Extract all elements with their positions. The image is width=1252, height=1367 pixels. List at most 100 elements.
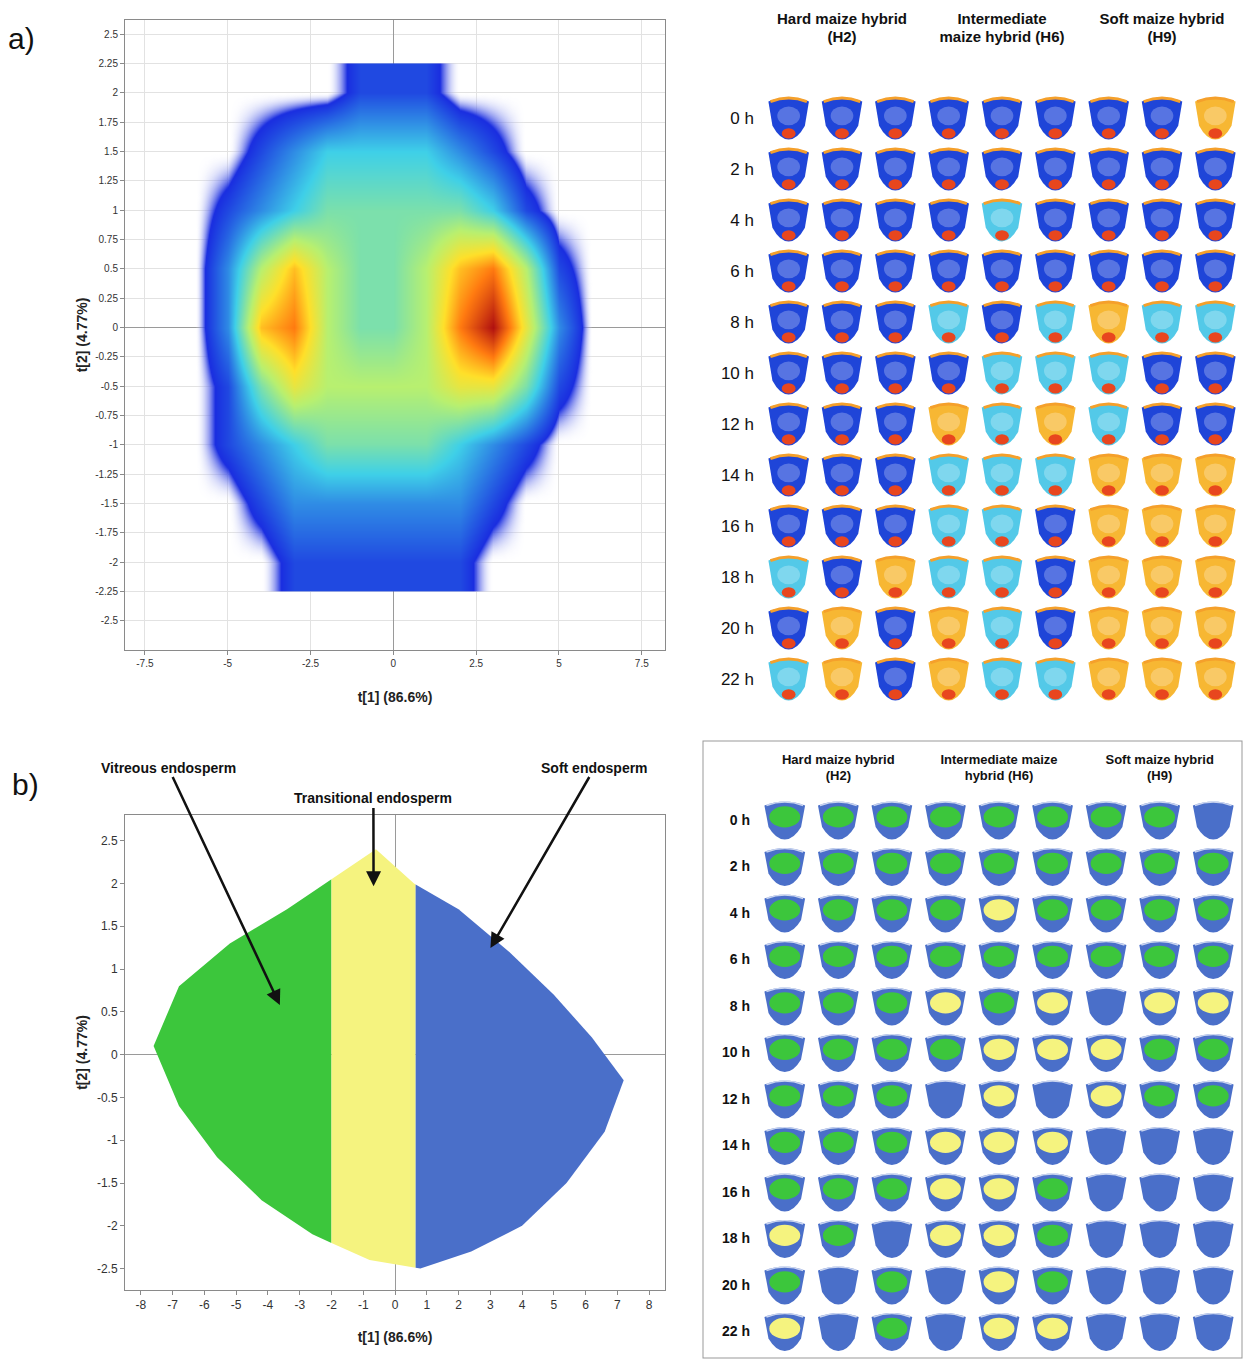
svg-text:0: 0 <box>112 322 118 333</box>
svg-text:1.5: 1.5 <box>104 146 118 157</box>
svg-text:0.5: 0.5 <box>101 1005 118 1019</box>
svg-text:-1: -1 <box>109 439 118 450</box>
svg-text:1.5: 1.5 <box>101 919 118 933</box>
svg-text:12 h: 12 h <box>722 1091 750 1107</box>
svg-text:-2.5: -2.5 <box>97 1262 118 1276</box>
svg-text:0: 0 <box>392 1298 399 1312</box>
svg-text:-3: -3 <box>294 1298 305 1312</box>
svg-text:7: 7 <box>614 1298 621 1312</box>
svg-text:4 h: 4 h <box>730 905 750 921</box>
svg-text:-2.5: -2.5 <box>101 615 119 626</box>
svg-text:-2.25: -2.25 <box>95 586 118 597</box>
svg-text:18 h: 18 h <box>722 1230 750 1246</box>
svg-text:2.5: 2.5 <box>469 658 483 669</box>
svg-text:20 h: 20 h <box>721 619 754 638</box>
svg-text:6 h: 6 h <box>730 951 750 967</box>
svg-text:8 h: 8 h <box>730 998 750 1014</box>
svg-text:0 h: 0 h <box>730 109 754 128</box>
svg-text:6: 6 <box>582 1298 589 1312</box>
svg-text:5: 5 <box>556 658 562 669</box>
svg-text:-0.5: -0.5 <box>97 1091 118 1105</box>
svg-text:-1: -1 <box>358 1298 369 1312</box>
svg-text:hybrid (H6): hybrid (H6) <box>965 768 1034 783</box>
svg-text:2 h: 2 h <box>730 160 754 179</box>
svg-text:-1.25: -1.25 <box>95 469 118 480</box>
svg-text:Intermediate: Intermediate <box>957 10 1046 27</box>
svg-text:20 h: 20 h <box>722 1277 750 1293</box>
svg-text:3: 3 <box>487 1298 494 1312</box>
svg-text:2 h: 2 h <box>730 858 750 874</box>
svg-text:0.5: 0.5 <box>104 263 118 274</box>
svg-text:-0.75: -0.75 <box>95 410 118 421</box>
svg-text:0: 0 <box>111 1048 118 1062</box>
svg-text:-2: -2 <box>109 557 118 568</box>
svg-text:-4: -4 <box>263 1298 274 1312</box>
svg-text:(H9): (H9) <box>1147 28 1176 45</box>
svg-text:-7: -7 <box>167 1298 178 1312</box>
svg-text:-2.5: -2.5 <box>302 658 320 669</box>
svg-text:2: 2 <box>455 1298 462 1312</box>
svg-text:12 h: 12 h <box>721 415 754 434</box>
svg-text:4 h: 4 h <box>730 211 754 230</box>
svg-text:-2: -2 <box>107 1219 118 1233</box>
svg-text:Transitional endosperm: Transitional endosperm <box>294 790 452 806</box>
svg-text:8 h: 8 h <box>730 313 754 332</box>
svg-text:8: 8 <box>646 1298 653 1312</box>
svg-text:Soft maize hybrid: Soft maize hybrid <box>1099 10 1224 27</box>
svg-text:1: 1 <box>423 1298 430 1312</box>
svg-text:1.75: 1.75 <box>99 117 119 128</box>
svg-text:Soft endosperm: Soft endosperm <box>541 760 648 776</box>
svg-text:-7.5: -7.5 <box>136 658 154 669</box>
svg-text:-1: -1 <box>107 1133 118 1147</box>
svg-text:maize hybrid (H6): maize hybrid (H6) <box>939 28 1064 45</box>
svg-text:2: 2 <box>111 877 118 891</box>
svg-text:Vitreous endosperm: Vitreous endosperm <box>101 760 236 776</box>
svg-text:-1.5: -1.5 <box>97 1176 118 1190</box>
svg-text:t[2] (4.77%): t[2] (4.77%) <box>74 298 90 373</box>
svg-text:2.5: 2.5 <box>101 834 118 848</box>
svg-text:22 h: 22 h <box>722 1323 750 1339</box>
svg-text:-5: -5 <box>223 658 232 669</box>
svg-text:t[2] (4.77%): t[2] (4.77%) <box>74 1015 90 1090</box>
svg-text:14 h: 14 h <box>721 466 754 485</box>
svg-text:2.25: 2.25 <box>99 58 119 69</box>
svg-text:0.25: 0.25 <box>99 293 119 304</box>
svg-text:22 h: 22 h <box>721 670 754 689</box>
svg-text:-2: -2 <box>326 1298 337 1312</box>
svg-text:10 h: 10 h <box>722 1044 750 1060</box>
svg-text:t[1] (86.6%): t[1] (86.6%) <box>358 1329 433 1345</box>
svg-text:Soft maize hybrid: Soft maize hybrid <box>1105 752 1213 767</box>
svg-text:2.5: 2.5 <box>104 29 118 40</box>
svg-text:-6: -6 <box>199 1298 210 1312</box>
svg-text:16 h: 16 h <box>722 1184 750 1200</box>
svg-text:-0.5: -0.5 <box>101 381 119 392</box>
svg-text:4: 4 <box>519 1298 526 1312</box>
svg-text:0 h: 0 h <box>730 812 750 828</box>
svg-text:1: 1 <box>111 962 118 976</box>
svg-text:-1.75: -1.75 <box>95 527 118 538</box>
svg-text:16 h: 16 h <box>721 517 754 536</box>
svg-text:14 h: 14 h <box>722 1137 750 1153</box>
svg-text:0.75: 0.75 <box>99 234 119 245</box>
svg-text:t[1] (86.6%): t[1] (86.6%) <box>358 689 433 705</box>
svg-text:(H2): (H2) <box>827 28 856 45</box>
svg-text:-1.5: -1.5 <box>101 498 119 509</box>
svg-text:2: 2 <box>112 87 118 98</box>
svg-text:Hard maize hybrid: Hard maize hybrid <box>782 752 895 767</box>
svg-text:-0.25: -0.25 <box>95 351 118 362</box>
svg-text:(H2): (H2) <box>826 768 851 783</box>
svg-text:0: 0 <box>391 658 397 669</box>
svg-text:6 h: 6 h <box>730 262 754 281</box>
svg-text:-5: -5 <box>231 1298 242 1312</box>
svg-text:1: 1 <box>112 205 118 216</box>
svg-text:-8: -8 <box>136 1298 147 1312</box>
html-text:a): a) <box>8 22 35 55</box>
svg-text:Intermediate maize: Intermediate maize <box>940 752 1057 767</box>
svg-text:10 h: 10 h <box>721 364 754 383</box>
svg-text:Hard maize hybrid: Hard maize hybrid <box>777 10 907 27</box>
svg-text:1.25: 1.25 <box>99 175 119 186</box>
svg-text:(H9): (H9) <box>1147 768 1172 783</box>
svg-text:7.5: 7.5 <box>635 658 649 669</box>
svg-text:18 h: 18 h <box>721 568 754 587</box>
svg-text:5: 5 <box>550 1298 557 1312</box>
